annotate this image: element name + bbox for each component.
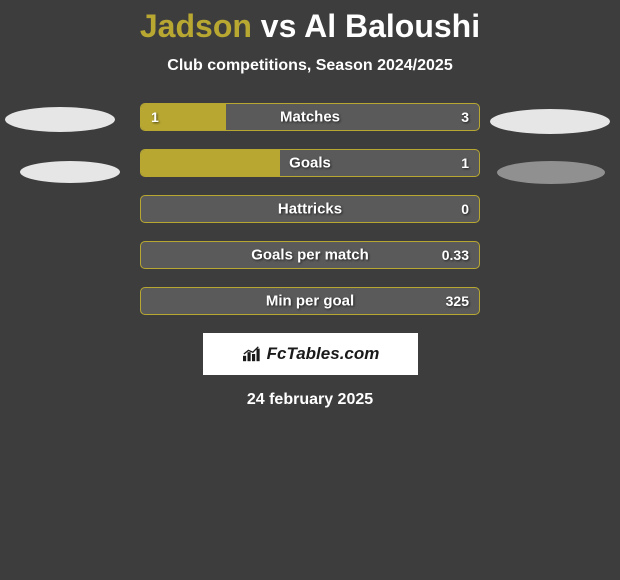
stat-fill xyxy=(141,150,280,176)
comparison-card: Jadson vs Al Baloushi Club competitions,… xyxy=(0,0,620,409)
footer-date: 24 february 2025 xyxy=(0,391,620,409)
stat-value-right: 3 xyxy=(461,109,469,125)
stat-value-right: 1 xyxy=(461,155,469,171)
stat-value-right: 0 xyxy=(461,201,469,217)
stat-row: Hattricks 0 xyxy=(140,195,480,223)
stats-rows: 1 Matches 3 Goals 1 Hattricks 0 Goals per match… xyxy=(140,103,480,315)
decorative-ellipse xyxy=(20,161,120,183)
subtitle: Club competitions, Season 2024/2025 xyxy=(0,57,620,75)
brand-chart-icon xyxy=(241,345,263,363)
stat-value-right: 0.33 xyxy=(442,247,469,263)
page-title: Jadson vs Al Baloushi xyxy=(0,8,620,45)
stat-label: Goals xyxy=(289,155,331,172)
stat-label: Matches xyxy=(280,109,340,126)
stat-row: Goals per match 0.33 xyxy=(140,241,480,269)
stat-row: 1 Matches 3 xyxy=(140,103,480,131)
stat-label: Min per goal xyxy=(266,293,354,310)
decorative-ellipse xyxy=(5,107,115,132)
stats-area: 1 Matches 3 Goals 1 Hattricks 0 Goals per match… xyxy=(0,103,620,315)
brand-box: FcTables.com xyxy=(203,333,418,375)
brand-text: FcTables.com xyxy=(267,344,380,364)
decorative-ellipse xyxy=(490,109,610,134)
stat-row: Goals 1 xyxy=(140,149,480,177)
stat-row: Min per goal 325 xyxy=(140,287,480,315)
stat-label: Hattricks xyxy=(278,201,342,218)
player-a-name: Jadson xyxy=(140,8,252,44)
player-b-name: Al Baloushi xyxy=(304,8,480,44)
decorative-ellipse xyxy=(497,161,605,184)
stat-value-right: 325 xyxy=(446,293,469,309)
vs-label: vs xyxy=(261,8,297,44)
stat-value-left: 1 xyxy=(151,109,159,125)
stat-label: Goals per match xyxy=(251,247,369,264)
